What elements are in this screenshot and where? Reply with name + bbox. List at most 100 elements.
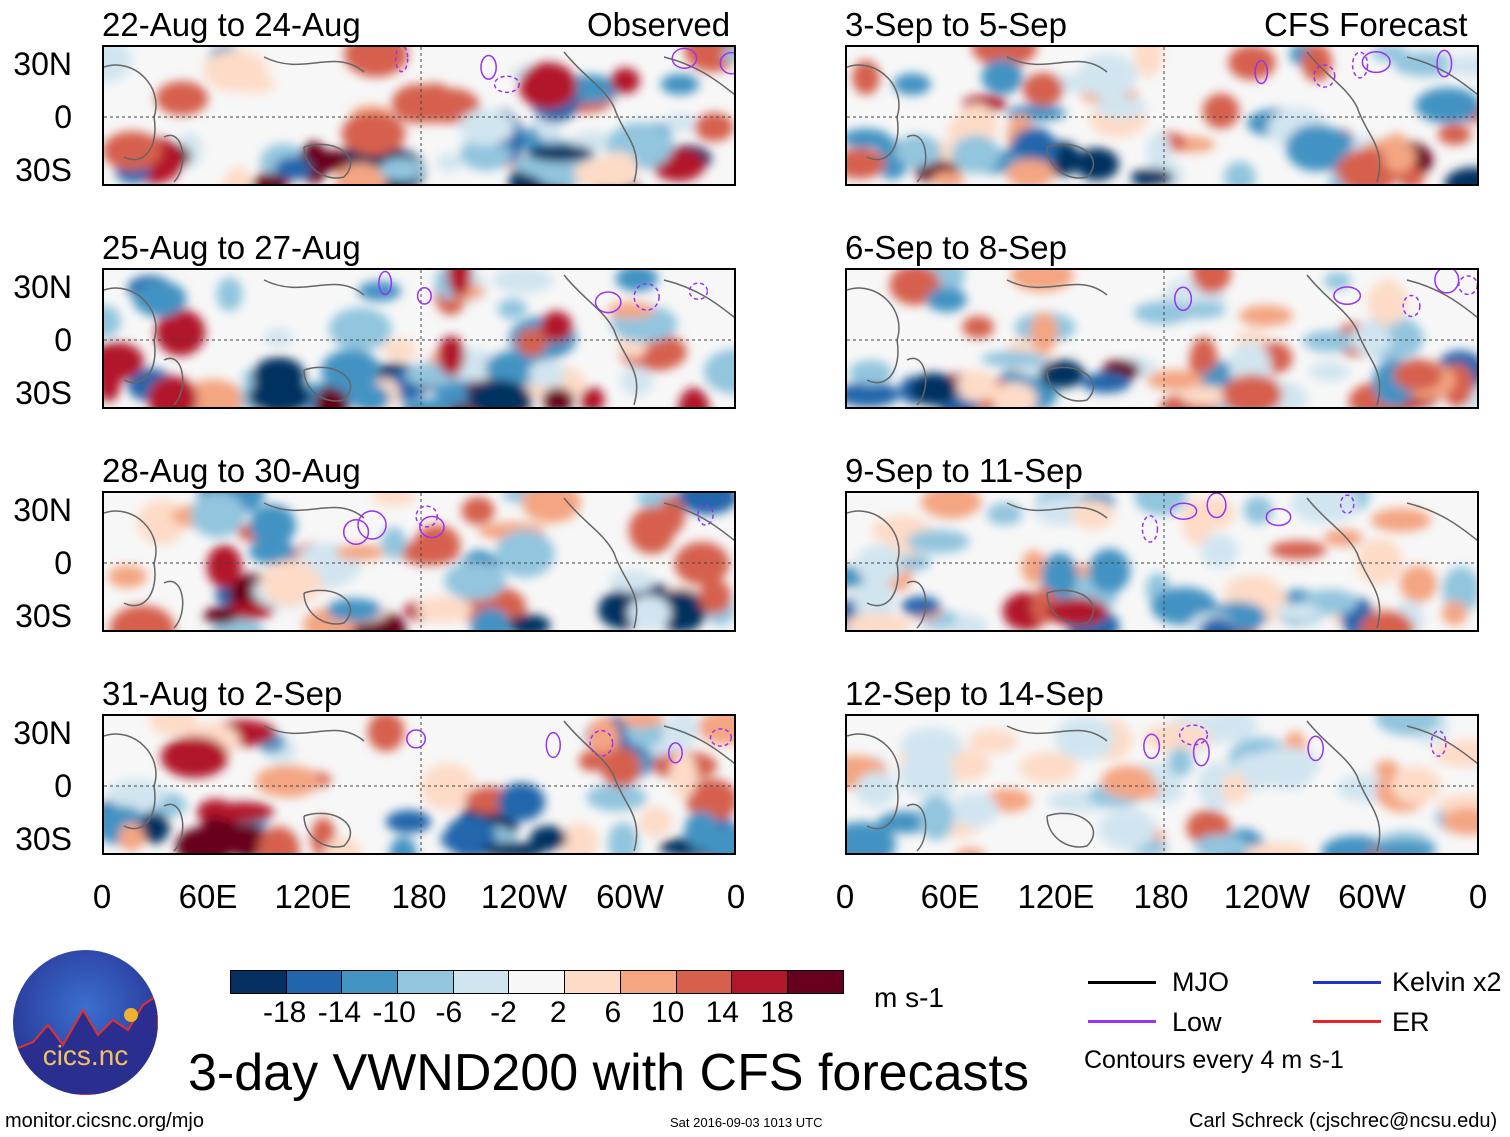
footer-credit: Carl Schreck (cjschrec@ncsu.edu) xyxy=(1189,1110,1498,1132)
wind-anomaly-blob xyxy=(706,824,734,853)
lat-label: 0 xyxy=(54,768,72,804)
wind-anomaly-blob xyxy=(1286,127,1354,159)
wind-anomaly-blob xyxy=(1202,93,1240,129)
wind-anomaly-blob xyxy=(638,806,673,837)
wind-anomaly-blob xyxy=(657,496,686,535)
wind-anomaly-blob xyxy=(139,811,170,844)
wind-anomaly-blob xyxy=(607,822,639,853)
wind-anomaly-blob xyxy=(615,270,659,292)
wind-anomaly-blob xyxy=(721,47,734,63)
wind-anomaly-blob xyxy=(147,375,198,407)
wind-anomaly-blob xyxy=(847,148,886,179)
lon-label: 0 xyxy=(835,878,855,915)
wind-anomaly-blob xyxy=(1221,772,1249,804)
wind-anomaly-blob xyxy=(1228,47,1276,80)
wind-anomaly-blob xyxy=(1133,47,1163,77)
low-contour xyxy=(1458,275,1477,296)
wind-anomaly-blob xyxy=(1442,566,1477,614)
wind-anomaly-blob xyxy=(694,112,734,142)
map-panel xyxy=(845,45,1479,186)
wind-anomaly-blob xyxy=(1309,361,1350,382)
panel-title: 12-Sep to 14-Sep xyxy=(845,675,1104,712)
wind-anomaly-blob xyxy=(182,379,245,407)
wind-anomaly-blob xyxy=(991,382,1038,407)
wind-anomaly-blob xyxy=(1290,493,1359,524)
lat-label: 0 xyxy=(54,545,72,581)
low-contour xyxy=(342,518,370,545)
wind-anomaly-blob xyxy=(198,815,245,853)
panel-title: 31-Aug to 2-Sep xyxy=(102,675,343,712)
wind-anomaly-blob xyxy=(1359,610,1415,630)
footer-url[interactable]: monitor.cicsnc.org/mjo xyxy=(5,1110,204,1132)
wind-anomaly-blob xyxy=(248,538,295,565)
wind-anomaly-blob xyxy=(252,357,305,395)
wind-anomaly-blob xyxy=(909,372,959,406)
wind-anomaly-blob xyxy=(529,825,568,851)
wind-anomaly-blob xyxy=(1054,716,1115,761)
forecast-header: CFS Forecast xyxy=(1264,6,1468,43)
colorbar-swatch xyxy=(732,971,788,993)
wind-anomaly-blob xyxy=(1006,159,1055,184)
wind-anomaly-blob xyxy=(918,794,954,841)
lon-label: 0 xyxy=(92,878,112,915)
colorbar-swatch xyxy=(453,971,510,993)
wind-anomaly-blob xyxy=(389,836,417,853)
legend-mjo-line xyxy=(1088,981,1156,984)
colorbar-label: -6 xyxy=(435,996,463,1029)
panel-title: 9-Sep to 11-Sep xyxy=(845,452,1083,489)
wind-anomaly-blob xyxy=(492,270,554,294)
figure-title: 3-day VWND200 with CFS forecasts xyxy=(188,1044,1029,1102)
wind-anomaly-blob xyxy=(926,287,967,313)
map-panel xyxy=(102,491,736,632)
wind-anomaly-blob xyxy=(458,108,515,146)
colorbar-swatch xyxy=(398,971,454,993)
wind-anomaly-blob xyxy=(401,398,453,407)
wind-anomaly-blob xyxy=(203,50,268,92)
wind-anomaly-blob xyxy=(1383,132,1410,173)
wind-anomaly-blob xyxy=(206,544,242,589)
wind-anomaly-blob xyxy=(380,527,407,559)
colorbar xyxy=(230,970,844,994)
lon-label: 120E xyxy=(1017,878,1095,915)
wind-anomaly-blob xyxy=(1274,603,1321,622)
wind-anomaly-blob xyxy=(519,62,577,110)
colorbar-swatch xyxy=(509,971,566,993)
wind-anomaly-blob xyxy=(508,614,551,630)
wind-anomaly-blob xyxy=(609,569,656,593)
wind-anomaly-blob xyxy=(1022,72,1064,107)
wind-anomaly-blob xyxy=(1393,358,1443,392)
wind-anomaly-blob xyxy=(106,779,167,810)
wind-anomaly-blob xyxy=(586,783,647,812)
wind-anomaly-blob xyxy=(855,771,897,807)
wind-anomaly-blob xyxy=(1323,529,1364,547)
wind-anomaly-blob xyxy=(968,729,1018,754)
lon-label: 180 xyxy=(1133,878,1189,915)
lon-label: 60E xyxy=(178,878,238,915)
wind-anomaly-blob xyxy=(223,166,253,184)
wind-anomaly-blob xyxy=(1046,597,1108,627)
wind-anomaly-blob xyxy=(1098,808,1157,850)
lon-label: 180 xyxy=(391,878,447,915)
wind-anomaly-blob xyxy=(1370,508,1432,532)
legend-er-line xyxy=(1313,1020,1381,1023)
low-contour xyxy=(1430,730,1447,757)
wind-anomaly-blob xyxy=(1088,548,1131,594)
wind-anomaly-blob xyxy=(931,170,965,184)
wind-anomaly-blob xyxy=(1355,538,1404,585)
low-contour xyxy=(1339,494,1355,514)
colorbar-label: 18 xyxy=(760,996,794,1029)
wind-anomaly-blob xyxy=(1337,148,1400,184)
lat-label: 30N xyxy=(13,492,72,528)
wind-anomaly-blob xyxy=(986,502,1023,526)
wind-anomaly-blob xyxy=(1133,301,1192,325)
wind-anomaly-blob xyxy=(1225,575,1281,604)
map-panel xyxy=(102,714,736,855)
wind-anomaly-blob xyxy=(372,493,417,507)
low-contour xyxy=(1313,64,1336,88)
wind-anomaly-blob xyxy=(898,753,955,797)
wind-anomaly-blob xyxy=(1130,168,1174,184)
wind-anomaly-blob xyxy=(900,554,932,571)
colorbar-swatch xyxy=(342,971,399,993)
wind-anomaly-blob xyxy=(955,370,998,402)
low-contour xyxy=(668,742,683,764)
